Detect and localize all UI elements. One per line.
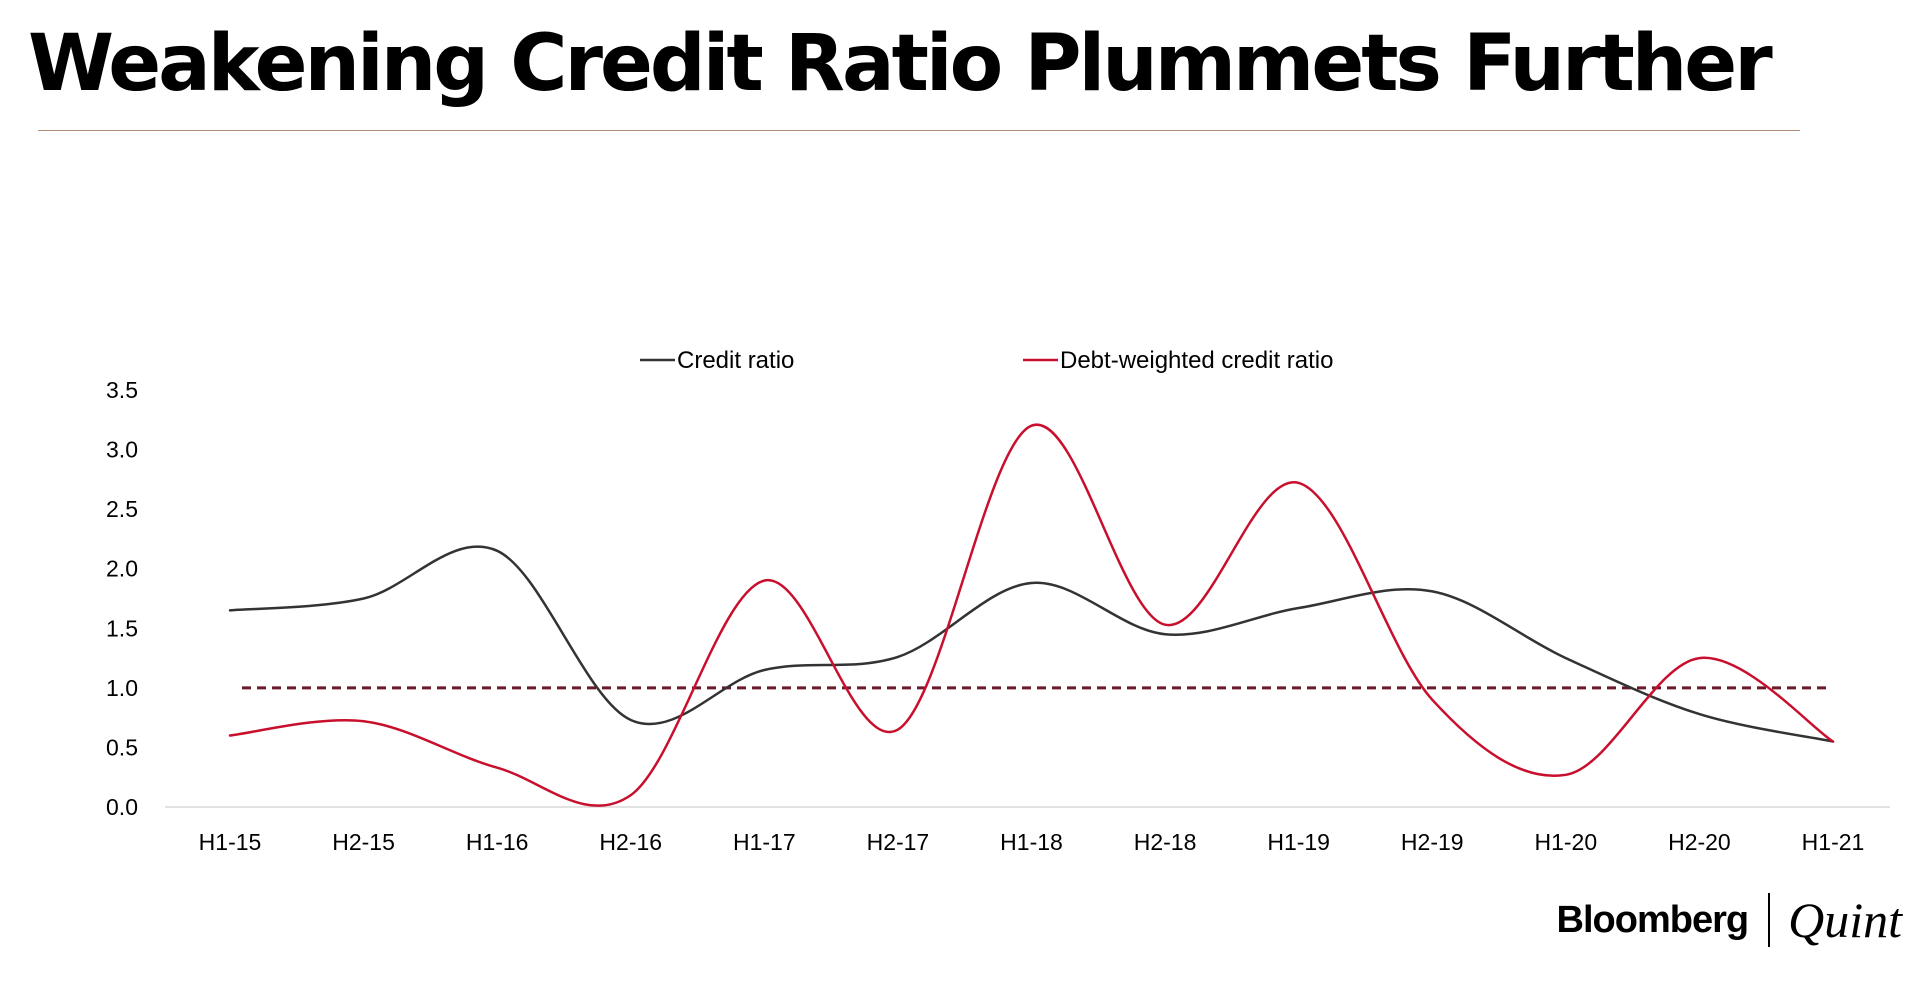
y-tick-label: 3.0 (106, 437, 138, 463)
y-tick-label: 1.0 (106, 675, 138, 701)
brand-separator (1768, 893, 1771, 947)
y-tick-label: 3.5 (106, 377, 138, 403)
series-line-credit-ratio (228, 545, 1835, 743)
x-tick-label: H1-17 (733, 829, 796, 855)
x-tick-label: H2-18 (1134, 829, 1197, 855)
x-tick-label: H1-21 (1802, 829, 1865, 855)
series-layer (228, 423, 1835, 807)
x-tick-label: H1-19 (1267, 829, 1330, 855)
legend-item-credit-ratio: Credit ratio (640, 347, 794, 374)
x-tick-label: H1-15 (199, 829, 262, 855)
y-tick-label: 2.0 (106, 556, 138, 582)
legend: Credit ratio Debt-weighted credit ratio (640, 347, 1333, 374)
x-tick-label: H2-19 (1401, 829, 1464, 855)
legend-label: Credit ratio (677, 347, 794, 374)
y-tick-label: 0.5 (106, 734, 138, 760)
axis-layer: 0.0 0.5 1.0 1.5 2.0 2.5 3.0 3.5 H1-15 H2-15 H1-16 H… (106, 377, 1890, 855)
quint-wordmark: Quint (1788, 892, 1902, 948)
legend-label: Debt-weighted credit ratio (1060, 347, 1333, 374)
x-tick-label: H2-16 (599, 829, 662, 855)
series-line-debt-weighted-credit-ratio (228, 423, 1835, 807)
x-tick-label: H1-16 (466, 829, 529, 855)
bloomberg-wordmark: Bloomberg (1556, 898, 1750, 941)
legend-item-debt-weighted-credit-ratio: Debt-weighted credit ratio (1023, 347, 1333, 374)
y-tick-label: 0.0 (106, 794, 138, 820)
x-tick-label: H2-20 (1668, 829, 1731, 855)
x-tick-label: H1-20 (1535, 829, 1598, 855)
y-tick-label: 1.5 (106, 615, 138, 641)
title-divider (38, 130, 1800, 131)
chart-title: Weakening Credit Ratio Plummets Further (28, 19, 1773, 109)
x-tick-label: H2-15 (332, 829, 395, 855)
x-tick-label: H1-18 (1000, 829, 1063, 855)
y-tick-label: 2.5 (106, 496, 138, 522)
x-tick-label: H2-17 (867, 829, 930, 855)
brand-logo: Bloomberg Quint (1557, 890, 1902, 950)
